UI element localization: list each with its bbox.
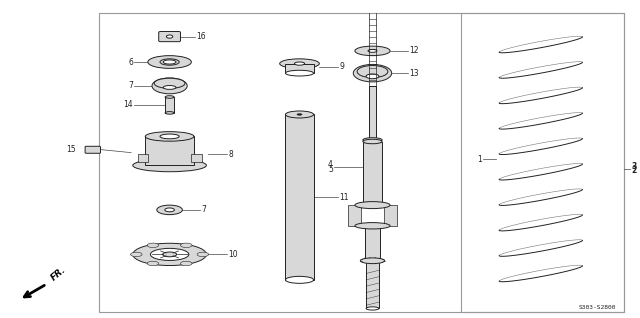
- Bar: [348, 205, 361, 226]
- Ellipse shape: [166, 35, 173, 38]
- Text: 1: 1: [477, 155, 482, 163]
- Ellipse shape: [160, 59, 179, 65]
- Ellipse shape: [285, 276, 314, 283]
- Ellipse shape: [154, 78, 185, 88]
- Ellipse shape: [165, 112, 174, 114]
- Text: 6: 6: [128, 58, 133, 66]
- Bar: [165, 97, 174, 113]
- Ellipse shape: [147, 243, 159, 247]
- Text: 15: 15: [66, 145, 76, 154]
- Text: 13: 13: [409, 69, 419, 78]
- Ellipse shape: [197, 252, 209, 257]
- Text: 7: 7: [128, 81, 133, 90]
- Ellipse shape: [133, 243, 207, 266]
- Text: 16: 16: [196, 32, 206, 41]
- Ellipse shape: [294, 62, 305, 65]
- Text: FR.: FR.: [49, 266, 68, 283]
- Ellipse shape: [360, 258, 385, 264]
- Ellipse shape: [357, 66, 388, 78]
- Ellipse shape: [355, 202, 390, 209]
- Ellipse shape: [163, 60, 176, 64]
- Text: 11: 11: [339, 193, 349, 202]
- Bar: [366, 261, 379, 308]
- Text: 4: 4: [328, 160, 333, 169]
- Ellipse shape: [366, 74, 379, 79]
- Ellipse shape: [363, 138, 382, 142]
- Text: 7: 7: [202, 205, 207, 214]
- Ellipse shape: [145, 132, 194, 141]
- Ellipse shape: [160, 134, 179, 139]
- Text: 5: 5: [328, 165, 333, 174]
- Bar: [191, 154, 202, 162]
- Bar: [145, 136, 194, 165]
- Ellipse shape: [363, 139, 382, 144]
- Text: 3: 3: [632, 162, 637, 171]
- Ellipse shape: [280, 59, 319, 68]
- Bar: [365, 226, 380, 261]
- Bar: [369, 86, 376, 140]
- Bar: [285, 64, 314, 73]
- Bar: [384, 205, 397, 226]
- Ellipse shape: [366, 307, 379, 310]
- Bar: [99, 13, 624, 312]
- Text: 2: 2: [632, 166, 637, 175]
- Ellipse shape: [180, 243, 192, 247]
- Ellipse shape: [152, 78, 188, 94]
- Ellipse shape: [368, 49, 377, 52]
- Ellipse shape: [165, 96, 174, 98]
- Ellipse shape: [165, 208, 175, 212]
- FancyBboxPatch shape: [85, 146, 100, 153]
- Text: 12: 12: [409, 46, 419, 55]
- Ellipse shape: [163, 86, 176, 89]
- Bar: [285, 114, 314, 280]
- Bar: [461, 13, 624, 312]
- Ellipse shape: [180, 261, 192, 266]
- Ellipse shape: [150, 248, 189, 260]
- Ellipse shape: [363, 203, 382, 207]
- Text: 14: 14: [124, 100, 133, 109]
- Ellipse shape: [285, 70, 314, 76]
- Ellipse shape: [297, 114, 302, 115]
- Bar: [138, 154, 148, 162]
- Ellipse shape: [355, 223, 390, 229]
- Ellipse shape: [355, 46, 390, 56]
- Ellipse shape: [147, 261, 159, 266]
- Bar: [363, 142, 382, 205]
- Text: S303-S2800: S303-S2800: [578, 305, 616, 310]
- Text: 8: 8: [228, 150, 233, 159]
- FancyBboxPatch shape: [159, 31, 180, 42]
- Ellipse shape: [163, 252, 177, 257]
- Ellipse shape: [133, 159, 207, 172]
- Ellipse shape: [285, 111, 314, 118]
- Text: 10: 10: [228, 250, 238, 259]
- Ellipse shape: [148, 56, 191, 68]
- Ellipse shape: [353, 64, 392, 82]
- Ellipse shape: [131, 252, 142, 257]
- Ellipse shape: [157, 205, 182, 215]
- Text: 9: 9: [339, 62, 344, 71]
